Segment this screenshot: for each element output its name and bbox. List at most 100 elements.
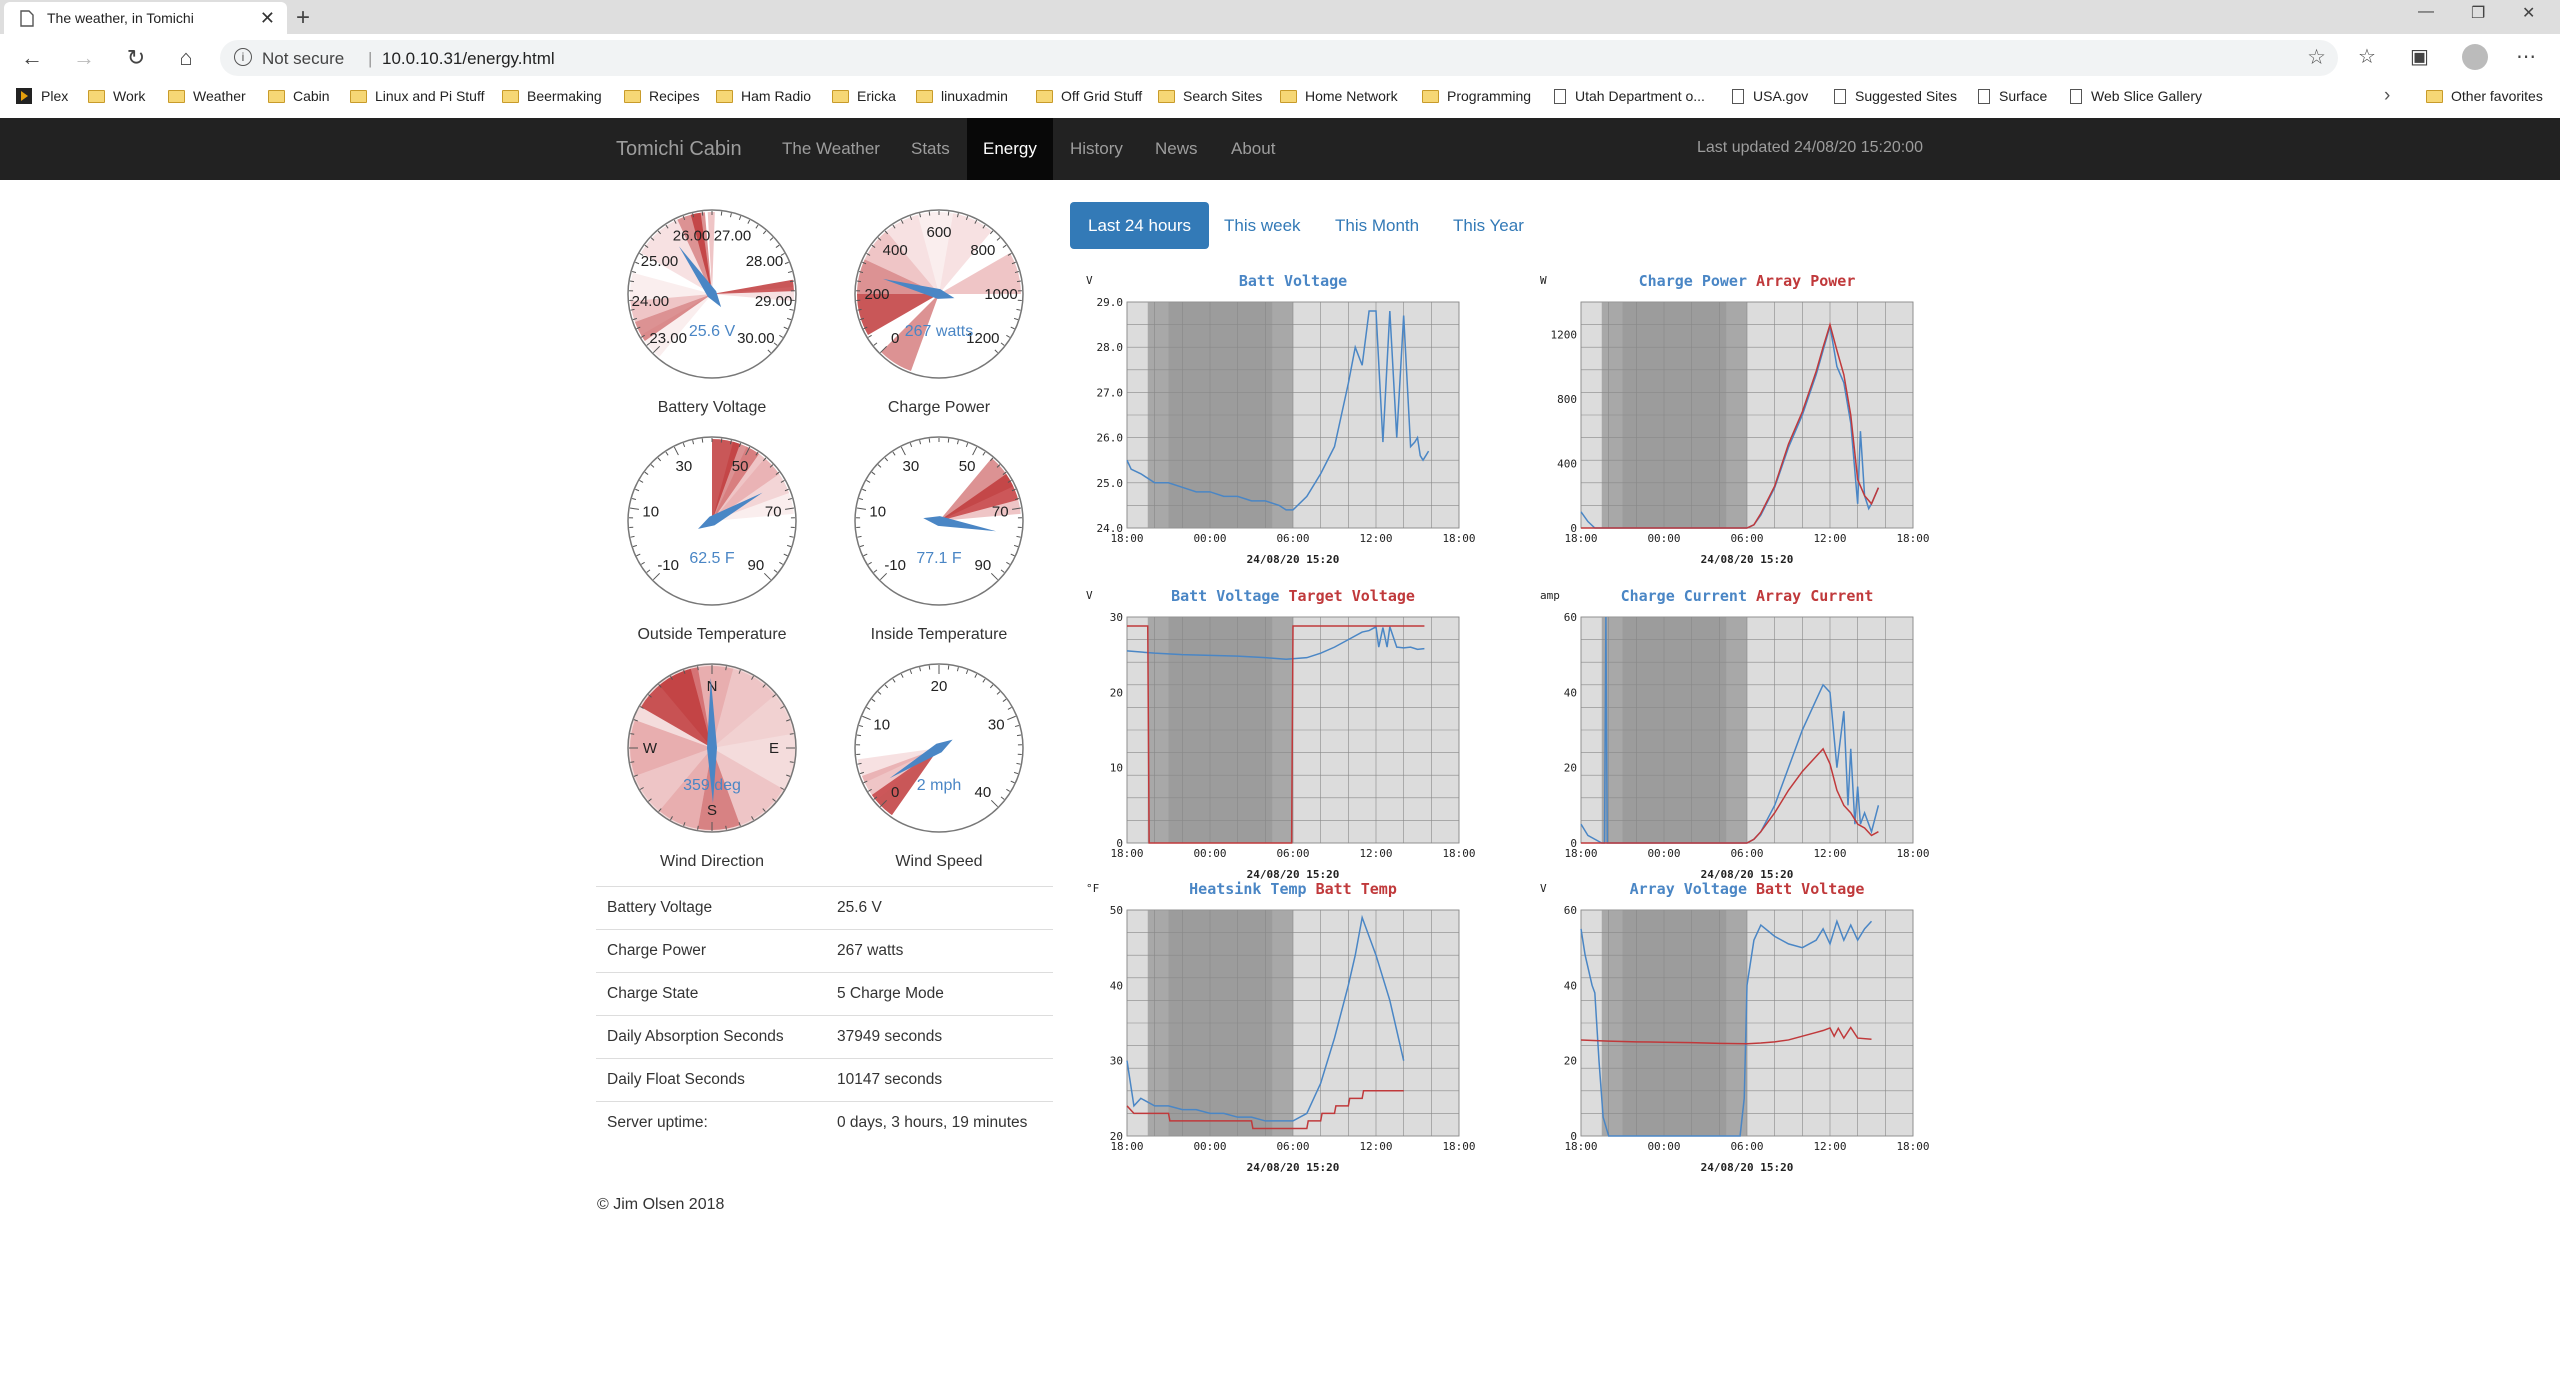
bookmark-item[interactable]: Off Grid Stuff [1036, 88, 1142, 104]
history-wedge [881, 294, 939, 372]
gauge-tick [974, 673, 978, 678]
nav-the-weather[interactable]: The Weather [782, 139, 880, 158]
forward-icon[interactable]: → [73, 45, 95, 70]
gauge-tick [755, 224, 759, 229]
history-wedge [697, 748, 741, 830]
other-favorites[interactable]: Other favorites [2426, 88, 2543, 104]
period-this-week[interactable]: This week [1224, 216, 1301, 235]
bookmark-item[interactable]: Surface [1978, 88, 2047, 104]
home-icon[interactable]: ⌂ [179, 45, 193, 70]
series-line [1126, 1090, 1404, 1130]
bookmark-item[interactable]: Recipes [624, 88, 700, 104]
folder-icon [716, 89, 733, 103]
reload-icon[interactable]: ↻ [126, 45, 146, 70]
nav-news[interactable]: News [1155, 139, 1198, 158]
site-brand[interactable]: Tomichi Cabin [616, 138, 742, 160]
bookmarks-overflow-icon[interactable]: › [2384, 85, 2391, 106]
gauge-tick [856, 734, 862, 737]
gauge-tick [862, 715, 871, 721]
gauge-tick [630, 308, 635, 311]
profile-avatar[interactable] [2462, 44, 2488, 70]
nav-history[interactable]: History [1070, 139, 1123, 158]
new-tab-button[interactable]: + [296, 4, 311, 31]
info-icon[interactable]: i [234, 48, 252, 66]
gauge-tick [725, 666, 727, 671]
gauge-tick [867, 561, 872, 565]
browser-tab[interactable]: The weather, in Tomichi ✕ [4, 2, 287, 34]
bookmark-item[interactable]: Plex [16, 88, 68, 104]
folder-icon [1422, 89, 1439, 103]
bookmark-item[interactable]: Linux and Pi Stuff [350, 88, 484, 104]
bookmark-item[interactable]: linuxadmin [916, 88, 1008, 104]
x-tick-label: 18:00 [1442, 1140, 1475, 1153]
gauge-tick-label: 26.00 [673, 227, 711, 244]
gauge-value: 359 deg [683, 777, 741, 794]
bookmark-item[interactable]: Search Sites [1158, 88, 1262, 104]
history-wedge [712, 695, 793, 748]
back-icon[interactable]: ← [21, 45, 43, 70]
gauge-tick-label: -10 [657, 557, 679, 574]
gauge-tick [639, 253, 644, 256]
gauge-tick [900, 446, 906, 456]
gauge-tick [982, 451, 986, 456]
bookmark-item[interactable]: USA.gov [1732, 88, 1808, 104]
gauge-tick [866, 707, 871, 710]
bookmark-item[interactable]: Weather [168, 88, 246, 104]
y-tick-label: 20 [1110, 686, 1123, 699]
bookmark-item[interactable]: Beermaking [502, 88, 602, 104]
gauge-tick [646, 569, 651, 573]
gauge-tick [989, 457, 994, 462]
bookmark-item[interactable]: Home Network [1280, 88, 1398, 104]
bookmark-item[interactable]: Suggested Sites [1834, 88, 1957, 104]
bookmark-item[interactable]: Work [88, 88, 145, 104]
gauge-tick-label: 10 [873, 716, 890, 733]
bookmark-label: Weather [193, 88, 246, 104]
gauge-tick [877, 691, 882, 695]
close-window-icon[interactable]: ✕ [2522, 5, 2536, 22]
gauge-tick [773, 342, 778, 346]
gauge-tick [1016, 280, 1022, 283]
gauge-tick [639, 706, 644, 709]
x-tick-label: 06:00 [1730, 532, 1763, 545]
bookmark-item[interactable]: Programming [1422, 88, 1531, 104]
bookmark-item[interactable]: Web Slice Gallery [2070, 88, 2202, 104]
gauge-tick [919, 213, 922, 218]
gauge-tick-label: -10 [884, 557, 906, 574]
gauge-tick-label: E [769, 740, 779, 757]
gauge-tick [956, 440, 959, 445]
url-text[interactable]: 10.0.10.31/energy.html [382, 49, 555, 68]
close-tab-icon[interactable]: ✕ [259, 7, 275, 28]
nav-about[interactable]: About [1231, 139, 1276, 158]
url-field[interactable]: i Not secure | 10.0.10.31/energy.html ☆ [220, 40, 2338, 76]
stat-value: 5 Charge Mode [837, 985, 944, 1002]
plot-unit: °F [1086, 882, 1099, 895]
bookmark-item[interactable]: Ham Radio [716, 88, 811, 104]
period-this-year[interactable]: This Year [1453, 216, 1524, 235]
gauge-tick [773, 569, 778, 573]
nav-energy[interactable]: Energy [967, 118, 1053, 180]
favorite-star-icon[interactable]: ☆ [2307, 46, 2326, 69]
gauge-tick [682, 442, 686, 448]
history-wedge [917, 212, 954, 294]
menu-icon[interactable]: ⋯ [2516, 46, 2536, 68]
bookmark-item[interactable]: Cabin [268, 88, 330, 104]
plot-title-part: Array Current [1747, 587, 1873, 605]
gauge-tick-label: 27.00 [714, 227, 752, 244]
bookmark-item[interactable]: Ericka [832, 88, 896, 104]
period-this-month[interactable]: This Month [1335, 216, 1420, 235]
period-last-24-hours[interactable]: Last 24 hours [1070, 202, 1210, 249]
gauge-tick [884, 457, 889, 462]
restore-icon[interactable]: ❐ [2471, 5, 2486, 22]
page-icon [1834, 88, 1846, 104]
gauge-tick [857, 762, 862, 765]
collections-icon[interactable]: ▣ [2410, 46, 2429, 68]
x-tick-label: 00:00 [1647, 1140, 1680, 1153]
nav-stats[interactable]: Stats [911, 139, 950, 158]
minimize-icon[interactable]: — [2418, 3, 2434, 20]
plot-date: 24/08/20 15:20 [1247, 868, 1340, 881]
favorites-icon[interactable]: ☆ [2358, 46, 2376, 68]
bookmark-item[interactable]: Utah Department o... [1554, 88, 1705, 104]
gauge-tick [884, 230, 889, 235]
gauge-tick [762, 684, 766, 688]
gauge-tick-label: 30 [988, 716, 1005, 733]
